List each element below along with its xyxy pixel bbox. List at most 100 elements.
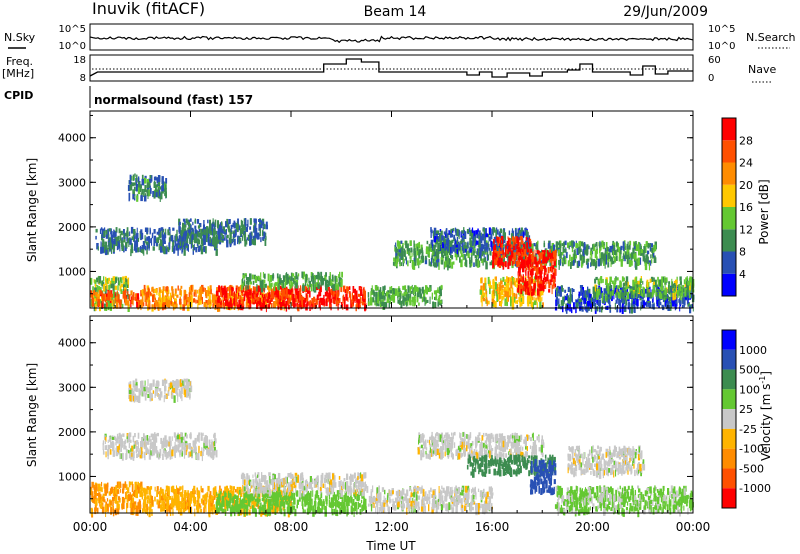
heatmap-cell-power-12	[516, 250, 518, 254]
beam-title: Beam 14	[364, 4, 427, 20]
heatmap-cell-power-7	[254, 230, 257, 239]
heatmap-cell-power-10	[441, 248, 443, 256]
heatmap-cell-power-14	[589, 293, 592, 298]
heatmap-cell-power-6	[293, 275, 296, 284]
heatmap-cell-power-13	[538, 283, 541, 287]
heatmap-cell-power-5	[340, 286, 343, 293]
heatmap-cell-power-12	[507, 236, 509, 240]
heatmap-cell-velocity-0	[130, 498, 133, 505]
heatmap-cell-power-13	[529, 279, 532, 287]
heatmap-cell-power-15	[654, 279, 657, 288]
heatmap-cell-power-9	[413, 253, 416, 257]
heatmap-cell-power-7	[253, 218, 256, 223]
heatmap-cell-power-14	[641, 299, 644, 306]
heatmap-cell-power-14	[584, 298, 587, 304]
heatmap-cell-power-5	[336, 291, 339, 298]
heatmap-cell-power-13	[539, 279, 542, 287]
heatmap-cell-power-3	[135, 181, 138, 185]
heatmap-cell-power-11	[532, 302, 533, 310]
heatmap-cell-power-5	[323, 294, 325, 302]
heatmap-cell-power-15	[658, 291, 662, 299]
heatmap-cell-power-0	[114, 277, 117, 283]
heatmap-cell-power-11	[518, 283, 521, 292]
heatmap-cell-power-15	[675, 284, 677, 292]
heatmap-cell-power-10	[436, 233, 438, 240]
heatmap-cell-velocity-0	[118, 504, 120, 510]
heatmap-cell-power-9	[503, 257, 505, 264]
heatmap-cell-power-9	[601, 240, 604, 248]
heatmap-cell-power-1	[136, 299, 138, 304]
heatmap-cell-power-4	[165, 298, 168, 304]
heatmap-cell-power-2	[195, 247, 198, 253]
heatmap-cell-power-13	[550, 274, 552, 282]
heatmap-cell-power-9	[413, 248, 415, 256]
heatmap-cell-power-9	[618, 252, 621, 261]
heatmap-cell-power-8	[434, 296, 436, 300]
heatmap-cell-power-9	[652, 249, 653, 256]
heatmap-cell-power-6	[273, 283, 276, 291]
heatmap-cell-power-8	[377, 296, 380, 304]
heatmap-cell-power-9	[596, 256, 598, 260]
noise-panel: N.Sky 10^5 10^0 10^5 10^0 N.Search	[4, 23, 796, 52]
heatmap-cell-power-1	[104, 294, 106, 300]
heatmap-cell-power-2	[103, 245, 106, 253]
heatmap-cell-power-4	[280, 299, 282, 305]
heatmap-cell-power-2	[152, 246, 155, 251]
heatmap-cell-power-4	[226, 287, 228, 292]
heatmap-cell-power-4	[166, 292, 169, 297]
heatmap-cell-power-9	[577, 260, 581, 267]
heatmap-cell-power-1	[125, 298, 128, 306]
heatmap-cell-power-14	[633, 306, 636, 313]
heatmap-cell-power-7	[217, 225, 221, 232]
heatmap-cell-power-14	[623, 296, 625, 305]
heatmap-cell-power-5	[265, 293, 268, 298]
heatmap-cell-power-10	[521, 231, 523, 236]
heatmap-cell-power-6	[252, 280, 255, 285]
heatmap-cell-power-9	[413, 262, 415, 269]
heatmap-cell-power-3	[141, 174, 144, 182]
heatmap-cell-power-14	[573, 302, 575, 310]
heatmap-cell-power-9	[471, 255, 473, 264]
heatmap-cell-power-9	[600, 252, 604, 260]
heatmap-cell-power-4	[159, 302, 161, 309]
heatmap-cell-power-2	[95, 228, 98, 233]
heatmap-cell-power-10	[463, 248, 465, 254]
heatmap-cell-power-9	[610, 255, 612, 262]
heatmap-cell-power-1	[138, 301, 141, 309]
heatmap-cell-power-1	[128, 294, 131, 302]
heatmap-cell-power-9	[445, 253, 448, 261]
heatmap-cell-power-13	[522, 266, 525, 273]
heatmap-cell-power-14	[582, 292, 586, 298]
heatmap-cell-power-9	[582, 242, 584, 248]
heatmap-cell-power-9	[618, 246, 621, 253]
heatmap-cell-power-5	[272, 291, 275, 300]
heatmap-cell-power-2	[144, 245, 147, 251]
heatmap-cell-power-5	[325, 301, 328, 307]
heatmap-cell-power-10	[443, 231, 446, 235]
heatmap-cell-power-15	[637, 287, 640, 293]
heatmap-cell-power-7	[209, 222, 212, 230]
heatmap-cell-power-4	[280, 292, 283, 300]
heatmap-cell-power-11	[530, 302, 532, 307]
heatmap-cell-power-15	[614, 277, 616, 286]
heatmap-cell-velocity-0	[116, 481, 119, 488]
heatmap-cell-power-14	[689, 305, 692, 314]
heatmap-cell-power-9	[592, 259, 595, 267]
heatmap-cell-velocity-0	[120, 488, 122, 493]
heatmap-cell-power-11	[519, 301, 522, 307]
heatmap-cell-power-7	[228, 237, 231, 244]
heatmap-cell-power-9	[559, 243, 562, 249]
heatmap-cell-power-14	[631, 297, 633, 303]
heatmap-cell-power-8	[400, 300, 403, 308]
heatmap-cell-power-9	[407, 260, 409, 267]
heatmap-cell-power-7	[194, 232, 197, 240]
power-colorbar-tick: 28	[739, 134, 753, 147]
heatmap-cell-power-0	[119, 277, 122, 282]
heatmap-cell-power-7	[194, 225, 197, 230]
heatmap-cell-power-11	[499, 292, 501, 300]
heatmap-cell-power-3	[133, 176, 135, 181]
heatmap-cell-power-5	[236, 298, 238, 306]
heatmap-cell-power-12	[520, 257, 522, 265]
date-title: 29/Jun/2009	[623, 4, 708, 20]
heatmap-cell-power-13	[523, 264, 525, 269]
